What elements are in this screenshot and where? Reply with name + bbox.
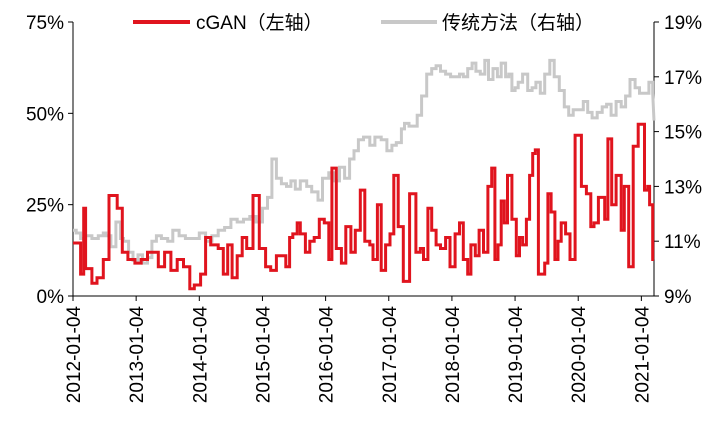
right-tick-label: 15% <box>664 123 702 144</box>
left-tick-label: 50% <box>26 104 64 125</box>
series <box>73 58 656 291</box>
axes: 0% 25% 50% 75% 9% 11% 13% 15% 17% 19% 2012-01-04 20… <box>26 13 702 403</box>
x-tick-label: 2018-01-04 <box>443 306 464 404</box>
legend: cGAN（左轴） 传统方法（右轴） <box>133 12 594 34</box>
x-tick-label: 2016-01-04 <box>317 306 338 404</box>
right-tick-label: 19% <box>664 13 702 34</box>
series-line-traditional <box>73 58 656 265</box>
x-tick-label: 2021-01-04 <box>632 306 653 404</box>
x-tick-label: 2020-01-04 <box>569 306 590 404</box>
left-tick-label: 25% <box>26 196 64 217</box>
legend-label-traditional: 传统方法（右轴） <box>442 12 594 34</box>
x-tick-label: 2014-01-04 <box>190 306 211 404</box>
left-tick-label: 75% <box>26 13 64 34</box>
x-tick-label: 2015-01-04 <box>253 306 274 404</box>
legend-label-cgan: cGAN（左轴） <box>196 12 323 34</box>
right-tick-label: 9% <box>664 287 692 308</box>
x-tick-label: 2013-01-04 <box>127 306 148 404</box>
right-tick-label: 13% <box>664 177 702 198</box>
x-tick-label: 2017-01-04 <box>380 306 401 404</box>
left-tick-label: 0% <box>37 287 65 308</box>
series-line-cgan <box>73 122 655 291</box>
x-tick-label: 2012-01-04 <box>64 306 85 404</box>
x-tick-label: 2019-01-04 <box>506 306 527 404</box>
right-tick-label: 11% <box>664 232 701 253</box>
right-tick-label: 17% <box>664 68 702 89</box>
